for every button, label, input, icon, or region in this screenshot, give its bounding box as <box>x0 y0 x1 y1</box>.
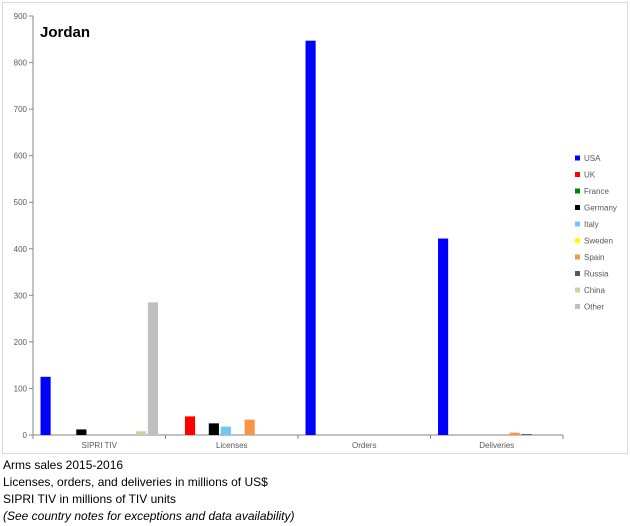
bar-italy-licenses <box>220 426 231 435</box>
legend-label-sweden: Sweden <box>584 237 613 246</box>
y-tick-label: 900 <box>14 12 28 21</box>
bar-usa-sipri-tiv <box>40 376 51 435</box>
bar-spain-licenses <box>244 419 255 435</box>
chart-area: 0 100 200 300 400 500 600 700 800 900 SIPRI TIV Lic… <box>2 2 628 454</box>
legend-label-russia: Russia <box>584 270 609 279</box>
bar-russia-deliveries <box>521 434 532 435</box>
y-tick-label: 0 <box>23 431 28 440</box>
legend-label-spain: Spain <box>584 253 604 262</box>
bar-spain-deliveries <box>509 432 520 435</box>
legend-swatch-russia <box>575 271 580 276</box>
legend-swatch-uk <box>575 172 580 177</box>
legend-label-uk: UK <box>584 171 596 180</box>
legend-swatch-other <box>575 304 580 309</box>
x-tick-label: Licenses <box>216 441 248 450</box>
legend-swatch-spain <box>575 254 580 260</box>
bar-germany-licenses <box>208 423 219 435</box>
bar-uk-licenses <box>184 416 196 435</box>
bar-china-sipri-tiv <box>135 431 147 435</box>
legend-label-france: France <box>584 187 609 196</box>
bar-germany-sipri-tiv <box>76 429 87 435</box>
y-tick-label: 500 <box>14 198 28 207</box>
y-tick-label: 400 <box>14 245 28 254</box>
x-tick-label: Orders <box>352 441 376 450</box>
x-tick-label: SIPRI TIV <box>82 441 118 450</box>
legend-label-germany: Germany <box>584 204 617 213</box>
legend-swatch-germany <box>575 205 580 210</box>
legend-label-other: Other <box>584 303 604 312</box>
bar-usa-orders <box>305 40 316 436</box>
bar-other-sipri-tiv <box>147 302 158 435</box>
y-tick-label: 100 <box>14 384 28 393</box>
y-tick-label: 600 <box>14 152 28 161</box>
caption-period: Arms sales 2015-2016 <box>3 458 124 472</box>
legend-label-italy: Italy <box>584 220 599 229</box>
bar-usa-deliveries <box>438 238 449 435</box>
y-tick-label: 300 <box>14 291 28 300</box>
caption-notes: (See country notes for exceptions and da… <box>3 509 295 523</box>
legend-swatch-china <box>575 287 580 293</box>
y-tick-label: 700 <box>14 105 28 114</box>
legend-swatch-italy <box>575 221 580 227</box>
legend-swatch-usa <box>575 155 580 161</box>
caption-tiv-units: SIPRI TIV in millions of TIV units <box>3 492 176 506</box>
legend-label-usa: USA <box>584 154 601 163</box>
bar-chart: 0 100 200 300 400 500 600 700 800 900 SIPRI TIV Lic… <box>14 12 617 450</box>
y-tick-label: 200 <box>14 338 28 347</box>
x-tick-label: Deliveries <box>479 441 514 450</box>
legend-label-china: China <box>584 286 605 295</box>
y-tick-label: 800 <box>14 59 28 68</box>
caption-units: Licenses, orders, and deliveries in mill… <box>3 475 268 489</box>
legend-swatch-sweden <box>575 238 580 243</box>
chart-title: Jordan <box>40 24 90 41</box>
legend-swatch-france <box>575 188 580 194</box>
